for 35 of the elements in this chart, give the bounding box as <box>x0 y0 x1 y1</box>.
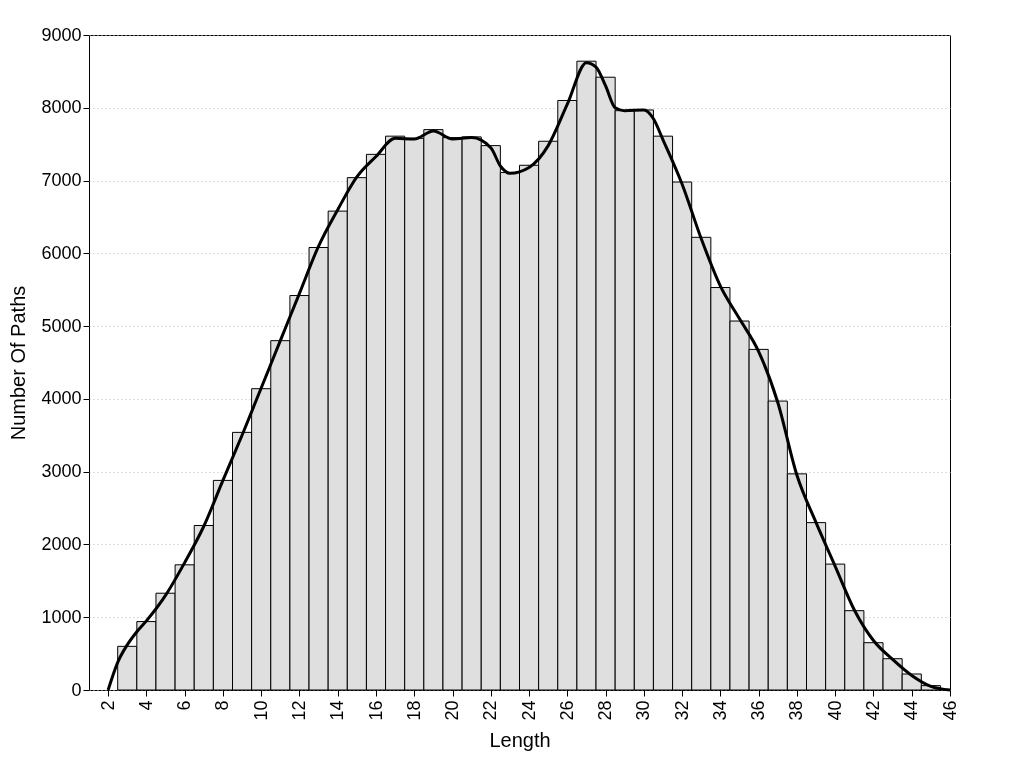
y-tick-label: 3000 <box>41 461 82 482</box>
x-tick-label: 30 <box>633 700 654 721</box>
x-tick-label: 40 <box>824 700 845 721</box>
x-tick-label: 42 <box>862 700 883 721</box>
x-tick-label: 10 <box>250 700 271 721</box>
x-tick-label: 6 <box>174 700 195 711</box>
x-tick-label: 18 <box>403 700 424 721</box>
x-tick-label: 26 <box>556 700 577 721</box>
y-tick-label: 7000 <box>41 170 82 191</box>
x-tick-label: 20 <box>442 700 463 721</box>
x-tick-label: 16 <box>365 700 386 721</box>
y-tick-label: 0 <box>71 679 82 700</box>
x-tick-label: 12 <box>288 700 309 721</box>
y-axis-title: Number Of Paths <box>7 285 30 441</box>
x-tick-label: 32 <box>671 700 692 721</box>
y-tick-label: 9000 <box>41 24 82 45</box>
x-tick-label: 2 <box>97 700 118 711</box>
x-tick-label: 8 <box>212 700 233 711</box>
x-tick-label: 24 <box>518 700 539 721</box>
y-tick-label: 1000 <box>41 606 82 627</box>
x-tick-label: 14 <box>327 700 348 721</box>
x-tick-label: 28 <box>595 700 616 721</box>
y-tick-label: 4000 <box>41 388 82 409</box>
x-tick-label: 34 <box>709 700 730 721</box>
y-tick-label: 8000 <box>41 97 82 118</box>
y-tick-label: 6000 <box>41 242 82 263</box>
x-tick-label: 4 <box>135 700 156 711</box>
x-axis-title: Length <box>489 728 551 751</box>
x-tick-label: 22 <box>480 700 501 721</box>
x-tick-label: 36 <box>748 700 769 721</box>
y-tick-label: 5000 <box>41 315 82 336</box>
x-tick-label: 38 <box>786 700 807 721</box>
x-tick-label: 46 <box>939 700 960 721</box>
y-tick-label: 2000 <box>41 533 82 554</box>
x-tick-label: 44 <box>901 700 922 721</box>
